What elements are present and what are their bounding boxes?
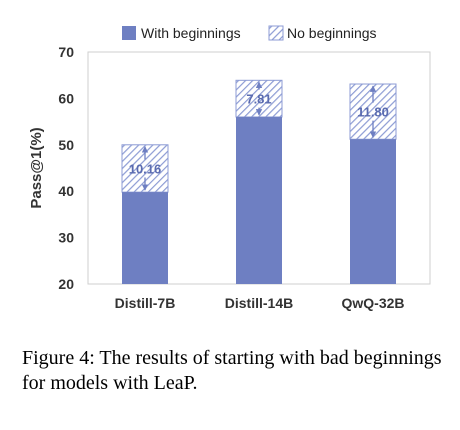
y-tick-label: 50 xyxy=(58,137,74,153)
bar-with-beginnings xyxy=(122,192,168,284)
y-tick-label: 40 xyxy=(58,183,74,199)
y-tick-label: 60 xyxy=(58,90,74,106)
y-axis-title: Pass@1(%) xyxy=(28,127,45,208)
x-tick-label: Distill-14B xyxy=(225,295,293,311)
difference-label: 10.16 xyxy=(129,161,162,176)
x-tick-label: QwQ-32B xyxy=(341,295,404,311)
difference-label: 11.80 xyxy=(357,105,389,120)
legend-label-with-beginnings: With beginnings xyxy=(141,25,241,41)
y-tick-label: 30 xyxy=(58,230,74,246)
legend-swatch-with-beginnings xyxy=(122,26,136,40)
y-tick-label: 20 xyxy=(58,276,74,292)
difference-label: 7.81 xyxy=(246,92,271,107)
figure-caption: Figure 4: The results of starting with b… xyxy=(22,347,442,394)
bar-chart: With beginnings No beginnings 20 30 40 50 60 7… xyxy=(28,25,431,311)
legend-swatch-no-beginnings xyxy=(268,25,284,41)
legend-label-no-beginnings: No beginnings xyxy=(287,25,377,41)
bar-with-beginnings xyxy=(350,139,396,284)
plot-area: 20 30 40 50 60 70 Pass@1(%) 10.16 Distill-7B 7.81… xyxy=(28,44,431,311)
chart-container: With beginnings No beginnings 20 30 40 50 60 7… xyxy=(28,25,431,311)
x-tick-label: Distill-7B xyxy=(115,295,176,311)
legend: With beginnings No beginnings xyxy=(122,25,377,41)
y-tick-label: 70 xyxy=(58,44,74,60)
bar-with-beginnings xyxy=(236,116,282,285)
